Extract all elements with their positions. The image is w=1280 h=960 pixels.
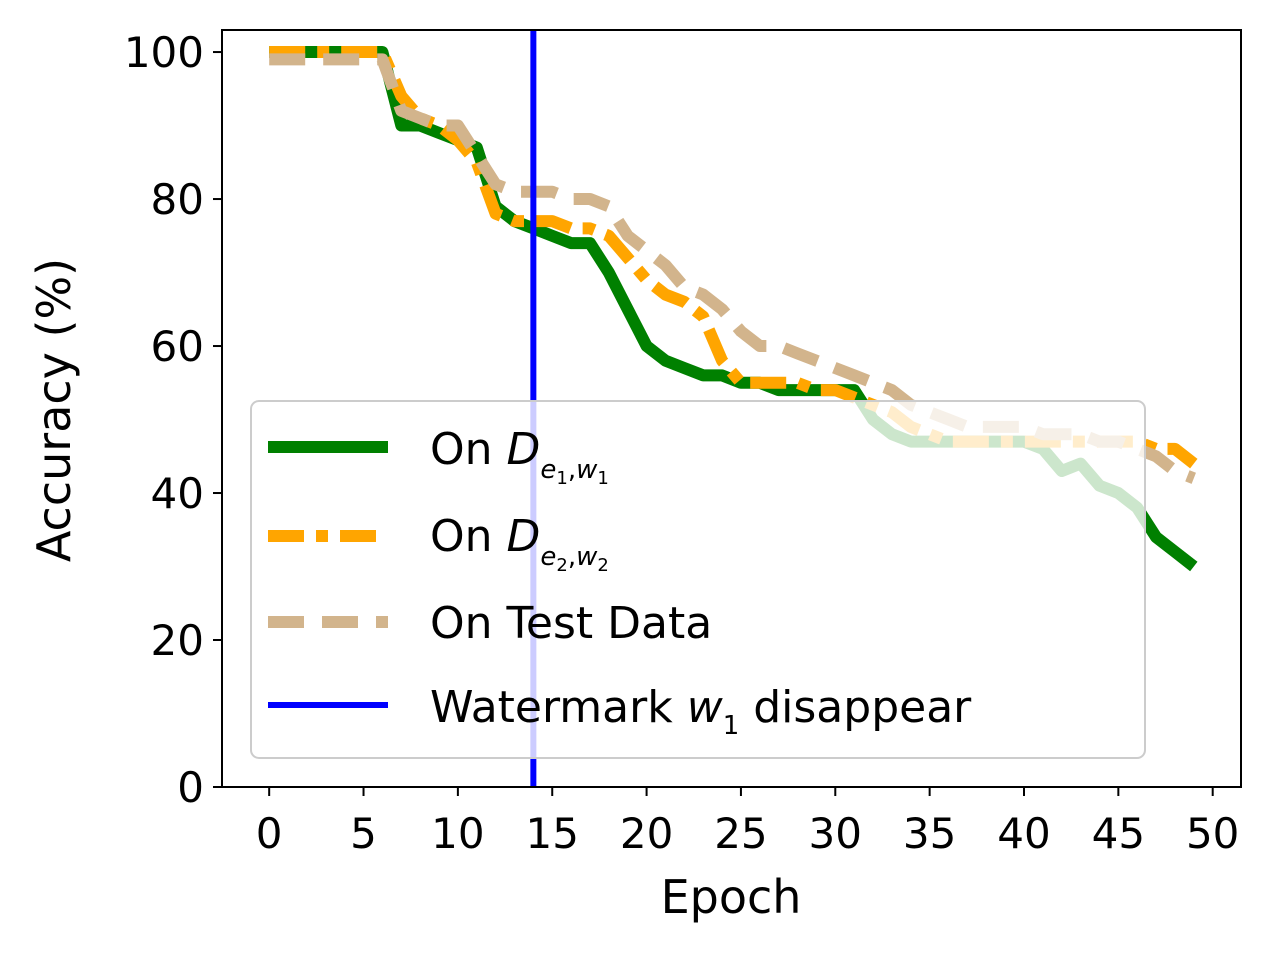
x-axis-ticks: 0 5 10 15 20 25 30 35 40 45 50 <box>256 787 1239 858</box>
x-tick-label: 40 <box>997 809 1050 858</box>
x-tick-label: 5 <box>350 809 377 858</box>
y-tick-label: 60 <box>151 322 204 371</box>
x-tick-label: 0 <box>256 809 283 858</box>
legend-box <box>250 400 1146 759</box>
legend-label-green: On De1,w1 <box>430 424 609 489</box>
x-tick-label: 10 <box>431 809 484 858</box>
legend-label-tan: On Test Data <box>430 598 712 649</box>
x-tick-label: 20 <box>620 809 673 858</box>
legend: On De1,w1 On De2,w2 On Test Data Waterma… <box>250 400 1146 759</box>
legend-label-blue: Watermark w1 disappear <box>430 682 972 741</box>
x-tick-label: 35 <box>903 809 956 858</box>
y-axis-ticks: 0 20 40 60 80 100 <box>124 28 222 812</box>
x-tick-label: 25 <box>714 809 767 858</box>
y-tick-label: 20 <box>151 616 204 665</box>
plot-frame <box>221 29 1242 788</box>
x-axis-label: Epoch <box>661 870 802 924</box>
y-axis-label: Accuracy (%) <box>27 258 81 562</box>
x-tick-label: 30 <box>809 809 862 858</box>
y-tick-label: 80 <box>151 175 204 224</box>
x-tick-label: 15 <box>526 809 579 858</box>
x-tick-label: 50 <box>1186 809 1239 858</box>
x-tick-label: 45 <box>1092 809 1145 858</box>
y-tick-label: 40 <box>151 469 204 518</box>
y-tick-label: 100 <box>124 28 204 77</box>
legend-label-orange: On De2,w2 <box>430 511 609 576</box>
y-tick-label: 0 <box>177 763 204 812</box>
